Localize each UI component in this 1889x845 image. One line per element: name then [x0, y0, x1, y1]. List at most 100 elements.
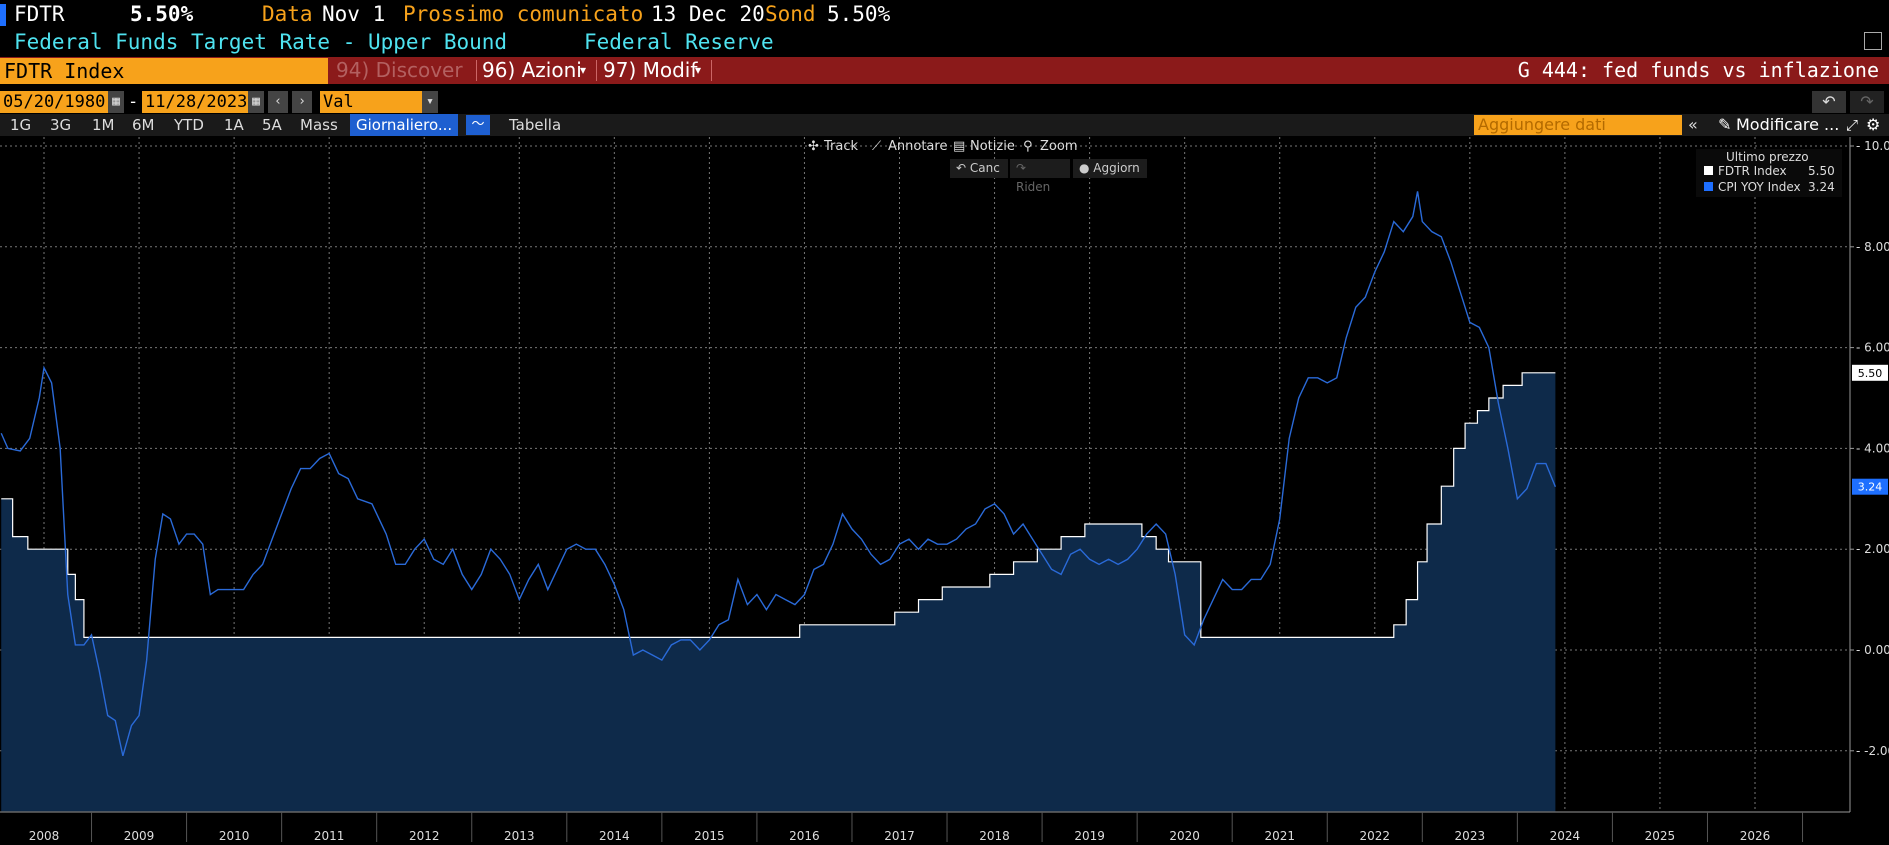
chart-refresh-button[interactable]: ● Aggiorn: [1073, 159, 1147, 178]
next-release-value: 13 Dec 20: [651, 2, 765, 26]
fdtr-last-value-tag: [1852, 364, 1888, 381]
ticker-short[interactable]: FDTR: [14, 2, 65, 26]
chart-undo-label: Canc: [969, 161, 1000, 175]
discover-button[interactable]: 94) Discover: [336, 58, 463, 82]
cpi-last-value-text: 3.24: [1858, 481, 1883, 494]
x-tick-label: 2014: [599, 829, 630, 843]
survey-value: 5.50%: [827, 2, 891, 26]
bar-divider: [476, 60, 477, 81]
chart-area[interactable]: - 10.00 - 8.00 - 6.00 - 4.00 - 2.00 - 0.00 - -…: [0, 137, 1889, 845]
collapse-panel-icon[interactable]: «: [1688, 115, 1698, 134]
edit-pencil-icon[interactable]: ✎: [1718, 115, 1732, 134]
fdtr-last-value-text: 5.50: [1858, 367, 1883, 380]
chart-redo-button[interactable]: ↷ Riden: [1010, 159, 1070, 194]
news-icon[interactable]: ▤: [953, 139, 966, 154]
currency-dropdown-icon[interactable]: ▾: [422, 91, 438, 113]
legend-value-fdtr: 5.50: [1808, 164, 1835, 178]
legend-title: Ultimo prezzo: [1726, 150, 1809, 164]
chart-refresh-label: Aggiorn: [1093, 161, 1140, 175]
add-data-input[interactable]: Aggiungere dati: [1474, 115, 1682, 135]
x-tick-label: 2026: [1740, 829, 1771, 843]
frequency-select[interactable]: Giornaliero...: [350, 114, 459, 136]
start-date-input[interactable]: 05/20/1980: [0, 91, 108, 113]
cpi-line: [0, 191, 1557, 757]
period-button-1m[interactable]: 1M: [92, 116, 115, 134]
x-tick-label: 2020: [1169, 829, 1200, 843]
bar-divider: [596, 60, 597, 81]
security-flag: [0, 4, 6, 26]
period-button-mass[interactable]: Mass: [300, 116, 338, 134]
y-tick-label: - 8.00: [1856, 240, 1889, 254]
y-tick-label: - 6.00: [1856, 341, 1889, 355]
settings-gear-icon[interactable]: ⚙: [1866, 115, 1881, 134]
legend-name-cpi: CPI YOY Index: [1718, 180, 1801, 194]
x-tick-label: 2018: [979, 829, 1010, 843]
period-button-1a[interactable]: 1A: [224, 116, 244, 134]
date-value: Nov 1: [322, 2, 386, 26]
date-label: Data: [262, 2, 313, 26]
x-tick-label: 2022: [1360, 829, 1391, 843]
x-tick-label: 2010: [219, 829, 250, 843]
x-tick-label: 2008: [29, 829, 60, 843]
legend-value-cpi: 3.24: [1808, 180, 1835, 194]
x-tick-label: 2015: [694, 829, 725, 843]
legend-swatch-fdtr: [1704, 166, 1713, 175]
annotate-icon[interactable]: ⟋: [872, 139, 882, 154]
chart-legend[interactable]: Ultimo prezzo FDTR Index 5.50 CPI YOY In…: [1696, 149, 1842, 197]
annotate-button[interactable]: Annotare: [888, 139, 948, 154]
x-tick-label: 2011: [314, 829, 345, 843]
next-period-icon[interactable]: ›: [292, 91, 312, 113]
security-description: Federal Funds Target Rate - Upper Bound: [14, 30, 508, 54]
x-tick-label: 2024: [1550, 829, 1581, 843]
track-button[interactable]: Track: [824, 139, 859, 154]
popout-icon[interactable]: [1864, 32, 1882, 50]
modif-button[interactable]: 97) Modif: [603, 58, 698, 82]
x-tick-label: 2017: [884, 829, 915, 843]
bar-divider: [711, 60, 712, 81]
refresh-icon: ●: [1079, 161, 1094, 175]
fdtr-line: [1, 372, 1556, 638]
security-input[interactable]: FDTR Index: [0, 58, 328, 84]
period-button-ytd[interactable]: YTD: [174, 116, 204, 134]
undo-icon: ↶: [956, 161, 970, 175]
period-button-5a[interactable]: 5A: [262, 116, 282, 134]
x-tick-label: 2009: [124, 829, 155, 843]
x-tick-label: 2023: [1455, 829, 1486, 843]
security-header: FDTR 5.50% Data Nov 1 Prossimo comunicat…: [0, 0, 1889, 30]
line-chart-icon[interactable]: 〜: [466, 115, 490, 135]
x-tick-label: 2019: [1074, 829, 1105, 843]
chart-undo-button[interactable]: ↶ Canc: [950, 159, 1008, 178]
azioni-button[interactable]: 96) Azioni: [482, 58, 582, 82]
page-title: G 444: fed funds vs inflazione: [1517, 58, 1879, 82]
azioni-dropdown-icon[interactable]: ▾: [580, 63, 587, 77]
cpi-last-value-tag: [1852, 478, 1888, 495]
date-separator: -: [128, 92, 139, 112]
x-tick-label: 2025: [1645, 829, 1676, 843]
zoom-icon[interactable]: ⚲: [1023, 139, 1033, 154]
security-source: Federal Reserve: [584, 30, 774, 54]
legend-name-fdtr: FDTR Index: [1718, 164, 1787, 178]
resize-icon[interactable]: ⤢: [1846, 116, 1859, 134]
period-button-1g[interactable]: 1G: [10, 116, 32, 134]
last-value: 5.50%: [130, 2, 194, 26]
edit-button[interactable]: Modificare ...: [1736, 115, 1840, 134]
prev-period-icon[interactable]: ‹: [268, 91, 288, 113]
undo-icon[interactable]: ↶: [1812, 91, 1846, 113]
zoom-button[interactable]: Zoom: [1040, 139, 1078, 154]
modif-dropdown-icon[interactable]: ▾: [695, 63, 702, 77]
calendar-icon[interactable]: ▦: [248, 91, 264, 113]
x-tick-label: 2012: [409, 829, 440, 843]
x-tick-label: 2016: [789, 829, 820, 843]
period-button-6m[interactable]: 6M: [132, 116, 155, 134]
y-tick-label: - -2.00: [1856, 744, 1889, 758]
currency-select[interactable]: Val locale: [320, 91, 422, 134]
calendar-icon[interactable]: ▦: [108, 91, 124, 113]
end-date-input[interactable]: 11/28/2023: [142, 91, 248, 113]
chart-redo-label: Riden: [1016, 180, 1051, 194]
news-button[interactable]: Notizie: [970, 139, 1015, 154]
y-tick-label: - 10.00: [1856, 139, 1889, 153]
table-view-button[interactable]: Tabella: [509, 116, 562, 134]
period-button-3g[interactable]: 3G: [50, 116, 72, 134]
track-icon[interactable]: ✣: [808, 139, 819, 154]
redo-icon[interactable]: ↷: [1850, 91, 1884, 113]
